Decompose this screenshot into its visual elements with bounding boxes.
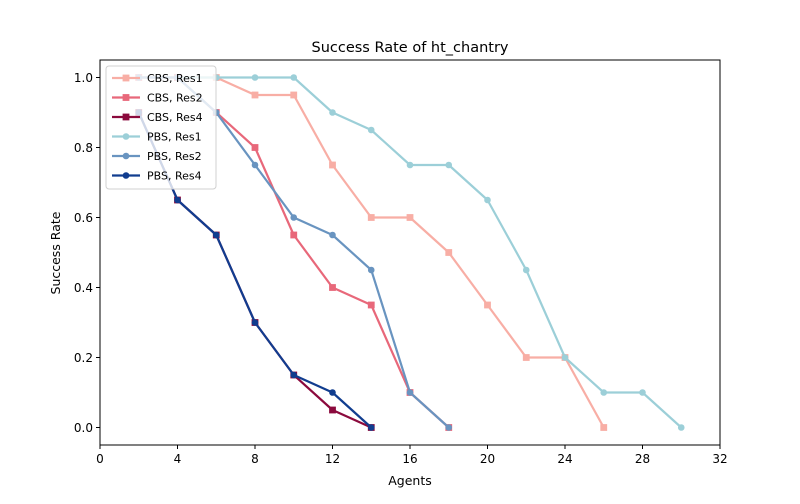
- data-point: [212, 231, 220, 239]
- y-tick-label: 0.4: [74, 281, 93, 295]
- legend-item: CBS, Res2: [112, 92, 203, 105]
- data-point: [367, 266, 375, 274]
- data-point: [290, 214, 298, 221]
- legend-label: PBS, Res2: [147, 150, 202, 163]
- data-point: [445, 424, 453, 431]
- legend-label: CBS, Res1: [147, 72, 203, 85]
- data-point: [445, 249, 453, 256]
- data-point: [251, 319, 259, 326]
- data-point: [251, 144, 259, 151]
- chart-title: Success Rate of ht_chantry: [311, 40, 508, 56]
- data-point: [251, 161, 259, 169]
- data-point: [329, 389, 336, 396]
- data-point: [329, 109, 336, 116]
- data-point: [445, 161, 453, 169]
- data-point: [290, 91, 298, 99]
- legend-item: PBS, Res1: [112, 131, 202, 144]
- data-point: [561, 354, 569, 361]
- data-point: [600, 424, 608, 431]
- x-axis-label: Agents: [388, 473, 432, 488]
- legend-label: PBS, Res4: [147, 170, 202, 183]
- data-point: [522, 266, 530, 274]
- data-point: [367, 214, 375, 221]
- x-tick-label: 12: [325, 452, 340, 466]
- x-tick-label: 24: [557, 452, 572, 466]
- legend-item: PBS, Res2: [112, 150, 202, 163]
- x-tick-label: 16: [402, 452, 417, 466]
- data-point: [406, 389, 414, 396]
- legend-label: PBS, Res1: [147, 131, 202, 144]
- legend: CBS, Res1 CBS, Res2 CBS, Res4 PBS, Res1 PBS,…: [105, 65, 217, 190]
- data-point: [484, 196, 491, 204]
- data-point: [484, 301, 491, 309]
- y-axis-label: Success Rate: [48, 211, 63, 294]
- data-point: [329, 284, 336, 291]
- legend-marker: [122, 172, 130, 179]
- data-point: [174, 196, 181, 204]
- data-point: [406, 161, 414, 169]
- legend-label: CBS, Res4: [147, 111, 203, 124]
- legend-marker: [122, 152, 130, 160]
- data-point: [290, 74, 298, 81]
- legend-item: CBS, Res4: [112, 111, 203, 124]
- data-point: [251, 74, 259, 81]
- x-tick-label: 32: [712, 452, 727, 466]
- data-point: [522, 354, 530, 361]
- data-point: [290, 371, 298, 379]
- x-tick-label: 28: [635, 452, 650, 466]
- y-tick-label: 0.0: [74, 421, 93, 435]
- legend-marker: [122, 94, 130, 101]
- data-point: [329, 231, 336, 239]
- x-tick-label: 4: [174, 452, 182, 466]
- y-tick-label: 0.2: [74, 351, 93, 365]
- x-tick-label: 0: [96, 452, 104, 466]
- y-tick-label: 0.6: [74, 211, 93, 225]
- data-point: [367, 424, 375, 431]
- legend-marker: [122, 113, 130, 121]
- data-point: [639, 389, 646, 396]
- data-point: [367, 126, 375, 134]
- data-point: [251, 91, 259, 99]
- legend-item: CBS, Res1: [112, 72, 203, 85]
- data-point: [406, 214, 414, 221]
- y-tick-label: 0.8: [74, 141, 93, 155]
- legend-marker: [122, 133, 130, 140]
- data-point: [329, 161, 336, 169]
- data-point: [329, 406, 336, 414]
- data-point: [367, 301, 375, 309]
- legend-item: PBS, Res4: [112, 170, 202, 183]
- axes: 0 4 8 12 16 20 24 28 32 0.0 0.2 0.4 0.6 0.8 1.0: [74, 59, 728, 466]
- x-tick-label: 20: [480, 452, 495, 466]
- y-tick-label: 1.0: [74, 71, 93, 85]
- legend-marker: [122, 74, 130, 82]
- data-point: [600, 389, 608, 396]
- data-point: [677, 424, 685, 431]
- data-point: [290, 231, 298, 239]
- legend-label: CBS, Res2: [147, 92, 203, 105]
- x-tick-label: 8: [251, 452, 259, 466]
